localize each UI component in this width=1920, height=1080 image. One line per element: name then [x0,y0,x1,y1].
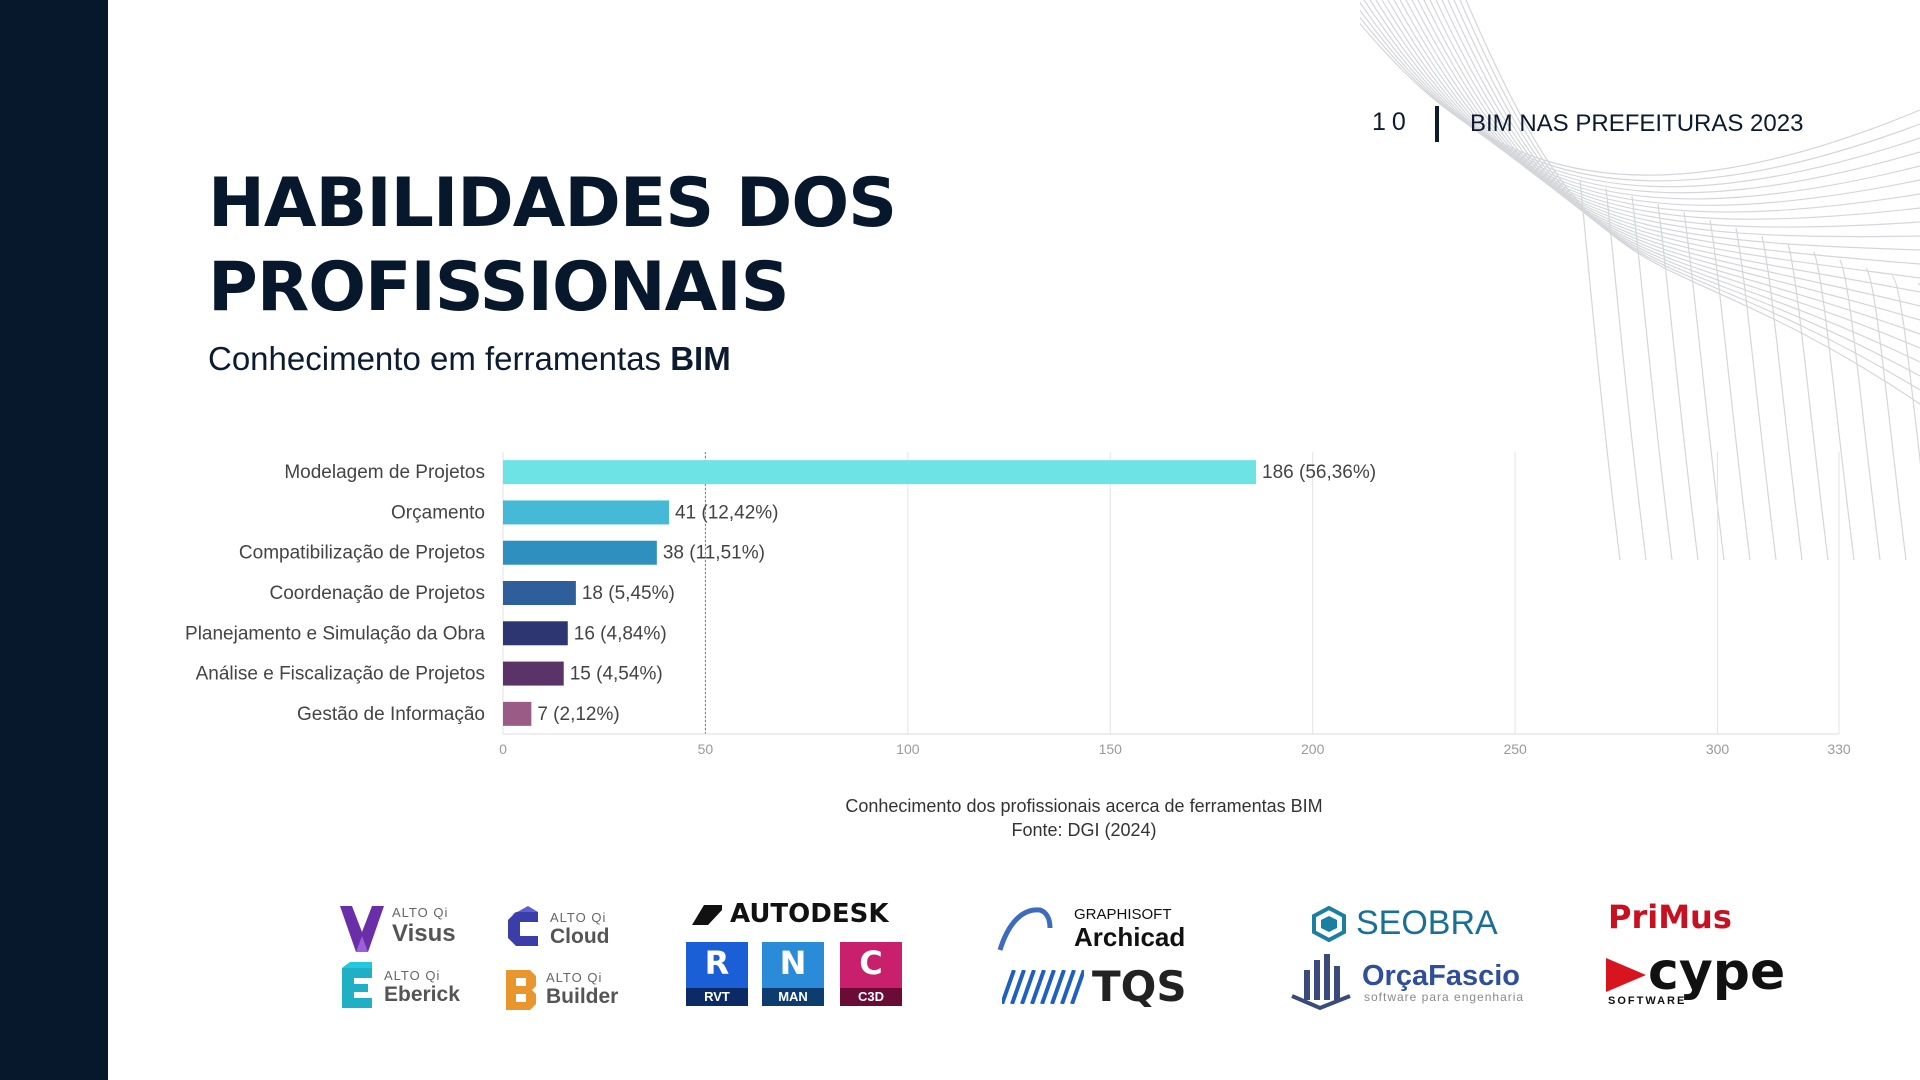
eberick-brand: ALTO Qi Eberick [384,968,460,1007]
title-line-2: PROFISSIONAIS [208,248,790,327]
seobra-logo-icon [1312,906,1346,942]
visus-altoqi: ALTO Qi [392,905,449,920]
x-tick-label: 200 [1301,741,1325,757]
civil3d-label: C3D [840,988,902,1006]
x-tick-label: 150 [1099,741,1123,757]
revit-label: RVT [686,988,748,1006]
data-label: 7 (2,12%) [537,704,619,725]
x-tick-label: 330 [1827,741,1851,757]
eberick-name: Eberick [384,983,460,1006]
civil3d-logo-icon: C C3D [840,942,902,1006]
cloud-name: Cloud [550,925,610,948]
cloud-altoqi: ALTO Qi [550,910,607,925]
bar [503,540,657,565]
cype-wordmark: cype [1648,942,1786,1002]
cloud-logo-icon [508,906,538,946]
page-subtitle: Conhecimento em ferramentas BIM [208,340,731,378]
data-label: 18 (5,45%) [582,583,675,604]
title-line-1: HABILIDADES DOS [208,164,897,243]
civil3d-letter: C [859,944,883,982]
cype-tagline: SOFTWARE [1608,995,1687,1007]
subtitle-bold: BIM [670,340,731,377]
data-label: 186 (56,36%) [1262,462,1376,483]
bar [503,581,576,605]
x-tick-label: 50 [698,741,714,757]
x-tick-label: 100 [896,741,920,757]
tqs-wordmark: TQS [1092,962,1187,1011]
bar [503,500,669,525]
wire-decoration [1360,0,1920,560]
category-label: Orçamento [391,502,485,523]
sidebar-band [0,0,108,1080]
eberick-logo-icon [342,962,372,1008]
navisworks-label: MAN [762,988,824,1006]
category-label: Compatibilização de Projetos [239,543,485,564]
builder-logo-icon [506,970,536,1010]
eberick-altoqi: ALTO Qi [384,968,441,983]
cloud-brand: ALTO Qi Cloud [550,910,609,949]
bar [503,460,1257,485]
subtitle-text: Conhecimento em ferramentas [208,340,671,377]
autodesk-wordmark: AUTODESK [730,899,889,929]
x-tick-label: 250 [1503,741,1527,757]
data-label: 15 (4,54%) [570,664,663,685]
autodesk-logo-icon [692,905,722,925]
category-label: Análise e Fiscalização de Projetos [196,664,485,685]
navisworks-letter: N [779,944,807,982]
header-divider [1435,106,1439,142]
revit-letter: R [704,944,730,982]
category-label: Gestão de Informação [297,704,485,725]
builder-altoqi: ALTO Qi [546,970,603,985]
chart-caption: Conhecimento dos profissionais acerca de… [845,796,1323,816]
orcafascio-tagline: software para engenharia [1364,990,1525,1004]
chart-source: Fonte: DGI (2024) [1011,820,1157,840]
report-title: BIM NAS PREFEITURAS 2023 [1470,110,1804,137]
archicad-logo-icon [997,907,1053,951]
data-label: 38 (11,51%) [663,543,765,564]
visus-name: Visus [392,920,456,947]
visus-logo-icon [340,906,384,952]
page-number: 10 [1372,108,1412,136]
revit-logo-icon: R RVT [686,942,748,1006]
builder-brand: ALTO Qi Builder [546,970,618,1009]
tqs-logo-icon [1002,970,1084,1004]
navisworks-logo-icon: N MAN [762,942,824,1006]
orcafascio-wordmark: OrçaFascio [1362,960,1520,992]
data-label: 16 (4,84%) [574,623,667,644]
data-label: 41 (12,42%) [675,502,779,523]
bar [503,701,532,726]
page-title: HABILIDADES DOS PROFISSIONAIS [208,162,897,330]
category-label: Planejamento e Simulação da Obra [185,623,485,644]
x-tick-label: 0 [499,741,507,757]
category-label: Coordenação de Projetos [270,583,485,604]
bar [503,661,564,686]
archicad-wordmark: Archicad [1074,922,1186,952]
graphisoft-wordmark: GRAPHISOFT [1074,906,1172,923]
builder-name: Builder [546,985,619,1008]
category-label: Modelagem de Projetos [284,462,485,483]
orcafascio-logo-icon [1291,954,1351,1011]
seobra-wordmark: SEOBRA [1356,904,1498,942]
x-tick-label: 300 [1706,741,1730,757]
primus-wordmark: PriMus [1608,898,1732,936]
visus-brand: ALTO Qi Visus [392,905,456,948]
cype-logo-icon [1606,958,1646,992]
bar [503,621,568,646]
